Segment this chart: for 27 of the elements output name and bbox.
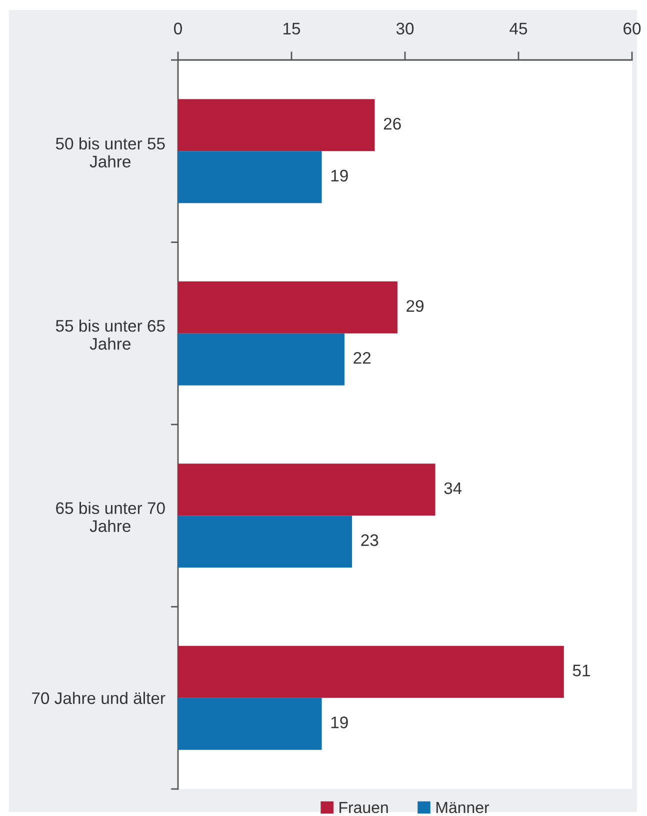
bar [178,698,322,750]
x-tick-label: 45 [510,22,528,34]
bar [178,281,398,334]
data-label: 22 [354,352,370,364]
bar [178,151,322,204]
data-label: 19 [331,170,348,182]
data-label: 51 [572,664,590,676]
bar [178,516,352,568]
data-label: 19 [331,716,348,728]
x-tick-label: 60 [624,22,641,34]
y-tick-label: 65 bis unter 70 Jahre [56,502,165,532]
bar [178,99,375,152]
y-tick-label: 50 bis unter 55 Jahre [56,137,165,168]
legend-label: Frauen [340,802,388,814]
bar [178,464,436,516]
data-label: 26 [384,118,401,130]
bar [178,646,564,698]
data-label: 29 [406,300,424,312]
data-label: 34 [444,482,462,494]
x-tick-label: 15 [284,22,300,34]
y-tick-label: 70 Jahre und älter [32,692,166,704]
y-tick-label: 55 bis unter 65 Jahre [56,320,165,350]
x-tick-label: 30 [396,22,414,34]
data-label: 23 [361,534,378,546]
x-tick-label: 0 [174,22,182,34]
bar [178,333,344,386]
legend-label: Männer [436,802,490,814]
